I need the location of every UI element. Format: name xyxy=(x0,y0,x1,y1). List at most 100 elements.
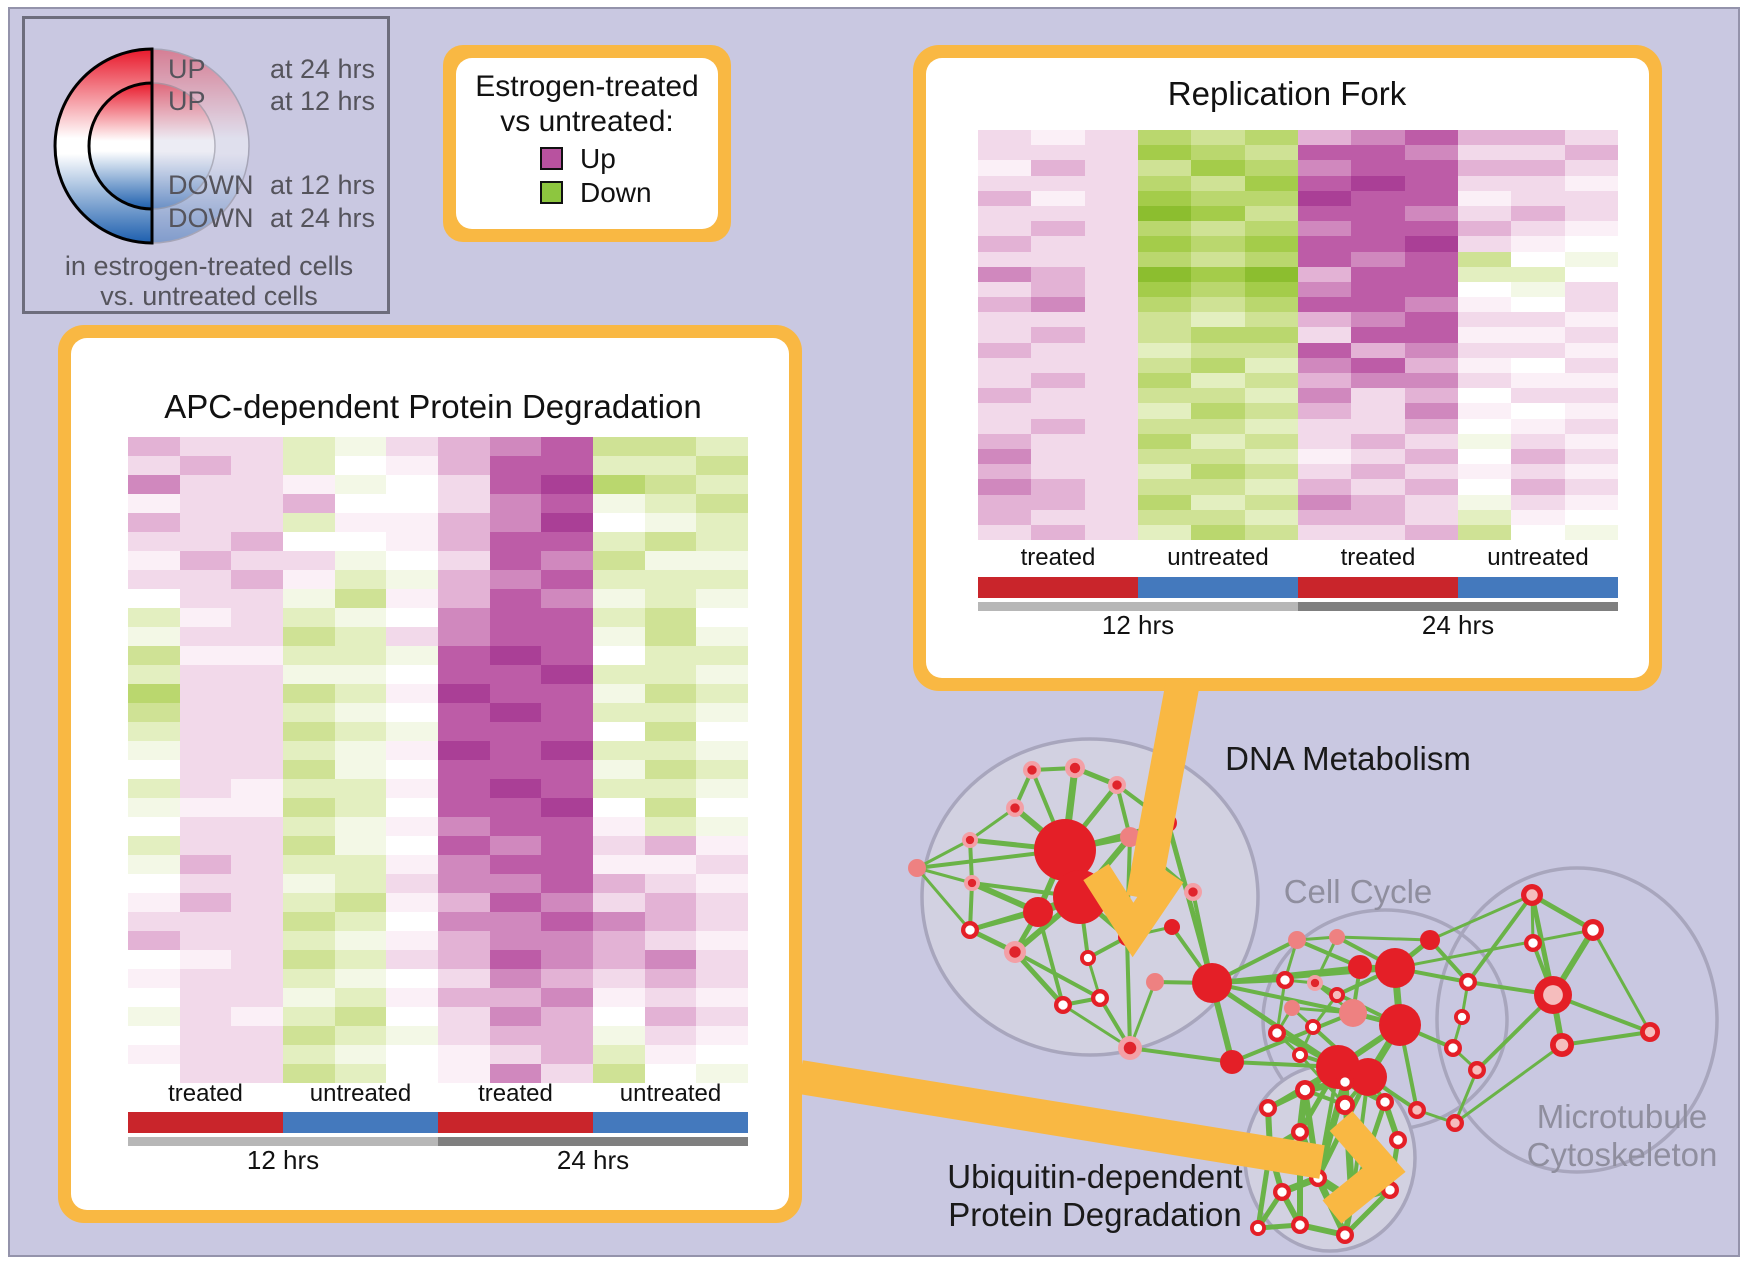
heatmap-row xyxy=(128,532,749,551)
heatmap-cell xyxy=(489,513,542,532)
heatmap-cell xyxy=(1564,190,1618,206)
heatmap-cell xyxy=(1084,373,1138,389)
heatmap-cell xyxy=(1511,266,1565,282)
heatmap-cell xyxy=(1457,281,1512,298)
heatmap-cell xyxy=(696,1007,749,1026)
heatmap-cell xyxy=(1031,479,1085,495)
heatmap-cell xyxy=(696,589,749,608)
heatmap-cell xyxy=(334,988,387,1007)
heatmap-cell xyxy=(231,494,284,513)
heatmap-cell xyxy=(593,836,645,855)
heatmap-cell xyxy=(644,570,697,589)
heatmap-cell xyxy=(1457,494,1512,510)
heatmap-cell xyxy=(128,532,180,551)
heatmap-cell xyxy=(386,855,439,874)
heatmap-cell xyxy=(1457,221,1512,237)
heatmap-cell xyxy=(1244,236,1298,252)
heatmap-cell xyxy=(1084,236,1138,252)
heatmap-cell xyxy=(438,779,490,798)
heatmap-cell xyxy=(644,988,697,1007)
heatmap-cell xyxy=(438,874,490,893)
heatmap-cell xyxy=(179,589,232,608)
heatmap-cell xyxy=(1137,160,1192,176)
heatmap-cell xyxy=(334,836,387,855)
heatmap-cell xyxy=(1137,130,1192,146)
heatmap-cell xyxy=(179,646,232,665)
heatmap-cell xyxy=(1084,205,1138,222)
heatmap-cell xyxy=(1244,342,1298,358)
heatmap-cell xyxy=(1457,388,1512,404)
heatmap-cell xyxy=(179,532,232,551)
heatmap-cell xyxy=(334,627,387,646)
heatmap-cell xyxy=(644,912,697,931)
heatmap-cell xyxy=(489,627,542,646)
heatmap-cell xyxy=(1404,448,1458,465)
heatmap-cell xyxy=(1457,327,1512,343)
heatmap-cell xyxy=(1191,281,1245,298)
heatmap-cell xyxy=(1084,327,1138,343)
heatmap-cell xyxy=(1404,357,1458,373)
heatmap-cell xyxy=(644,703,697,722)
heatmap-cell xyxy=(1137,281,1192,298)
heatmap-cell xyxy=(1244,297,1298,313)
heatmap-cell xyxy=(1351,130,1405,146)
heatmap-cell xyxy=(334,589,387,608)
heatmap-cell xyxy=(1137,509,1192,525)
heatmap-cell xyxy=(593,570,645,589)
heatmap-cell xyxy=(128,456,180,475)
heatmap-cell xyxy=(1511,479,1565,495)
heatmap-row xyxy=(128,665,749,684)
heatmap-cell xyxy=(978,160,1032,176)
heatmap-cell xyxy=(593,551,645,570)
heatmap-cell xyxy=(593,893,645,912)
heatmap-cell xyxy=(541,760,594,779)
heatmap-cell xyxy=(1191,251,1245,267)
heatmap-row xyxy=(128,779,749,798)
heatmap-cell xyxy=(489,475,542,494)
heatmap-cell xyxy=(438,912,490,931)
heatmap-cell xyxy=(1511,175,1565,191)
heatmap-cell xyxy=(1297,160,1352,176)
heatmap-cell xyxy=(1351,327,1405,343)
updown-footer-line2: vs. untreated cells xyxy=(100,281,318,311)
heatmap-cell xyxy=(1084,342,1138,358)
heatmap-cell xyxy=(1297,448,1352,465)
heatmap-cell xyxy=(489,456,542,475)
heatmap-cell xyxy=(334,684,387,703)
heatmap-cell xyxy=(179,456,232,475)
heatmap-cell xyxy=(438,551,490,570)
heatmap-cell xyxy=(231,931,284,950)
heatmap-cell xyxy=(1244,251,1298,267)
heatmap-cell xyxy=(231,874,284,893)
heatmap-cell xyxy=(1404,479,1458,495)
heatmap-cell xyxy=(128,665,180,684)
heatmap-cell xyxy=(593,855,645,874)
heatmap-cell xyxy=(1404,388,1458,404)
heatmap-cell xyxy=(283,817,335,836)
heatmap-cell xyxy=(386,950,439,969)
heatmap-cell xyxy=(1244,464,1298,480)
heatmap-cell xyxy=(128,798,180,817)
heatmap-row xyxy=(128,836,749,855)
time-label-12 hrs: 12 hrs xyxy=(246,1145,320,1175)
time-bar-12 hrs xyxy=(128,1137,438,1146)
updown-row-time: at 24 hrs xyxy=(269,203,375,233)
group-label-treated: treated xyxy=(478,1080,553,1107)
heatmap-cell xyxy=(1564,464,1618,480)
heatmap-cell xyxy=(489,950,542,969)
heatmap-cell xyxy=(231,722,284,741)
heatmap-cell xyxy=(231,912,284,931)
heatmap-cell xyxy=(179,779,232,798)
heatmap-cell xyxy=(644,722,697,741)
heatmap-cell xyxy=(1351,251,1405,267)
heatmap-row xyxy=(978,251,1618,267)
heatmap-cell xyxy=(1297,130,1352,146)
heatmap-cell xyxy=(1137,464,1192,480)
heatmap-cell xyxy=(179,760,232,779)
heatmap-row xyxy=(978,175,1618,191)
heatmap-cell xyxy=(1137,190,1192,206)
heatmap-cell xyxy=(1297,190,1352,206)
heatmap-cell xyxy=(179,437,232,456)
heatmap-cell xyxy=(283,760,335,779)
heatmap-row xyxy=(978,388,1618,404)
